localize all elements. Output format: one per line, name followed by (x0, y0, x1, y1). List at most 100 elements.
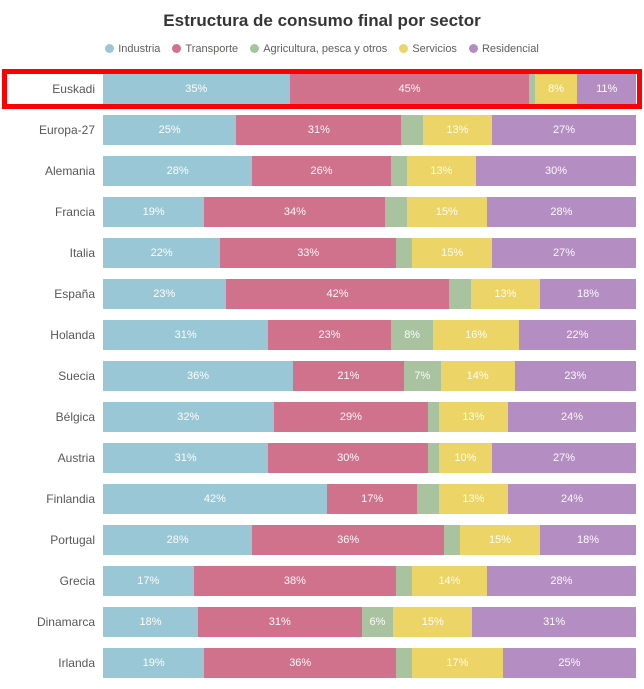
segment-value-label: 16% (465, 329, 488, 341)
segment-value-label: 36% (337, 534, 360, 546)
row-label-alemania: Alemania (44, 164, 95, 178)
chart-row-italia: Italia 22% 33% 15% 27% (0, 238, 636, 268)
segment-irlanda-residencial: 25% (502, 648, 636, 678)
segment-francia-residencial: 28% (486, 197, 636, 227)
chart-row-austria: Austria 31% 30% 10% 27% (0, 443, 636, 473)
row-label-finlandia: Finlandia (46, 492, 95, 506)
stacked-bar-europa-27: 25% 31% 13% 27% (103, 115, 636, 145)
segment-holanda-industria: 31% (103, 320, 269, 350)
segment-value-label: 24% (561, 411, 584, 423)
segment-dinamarca-servicios: 15% (393, 607, 473, 637)
segment-alemania-servicios: 13% (406, 156, 477, 186)
segment-value-label: 31% (307, 124, 330, 136)
segment-value-label: 18% (577, 534, 600, 546)
segment-austria-industria: 31% (103, 443, 269, 473)
segment-euskadi-agricultura-pesca-y-otros (529, 74, 535, 104)
segment-francia-transporte: 34% (204, 197, 386, 227)
segment-value-label: 31% (268, 616, 291, 628)
segment-value-label: 13% (494, 288, 517, 300)
legend-label-agricultura-pesca-y-otros: Agricultura, pesca y otros (263, 42, 388, 55)
segment-euskadi-industria: 35% (103, 74, 290, 104)
segment-austria-transporte: 30% (268, 443, 429, 473)
segment-value-label: 19% (142, 657, 165, 669)
segment-value-label: 27% (553, 247, 576, 259)
row-label-b-lgica: Bélgica (55, 410, 95, 424)
segment-suecia-agricultura-pesca-y-otros: 7% (403, 361, 441, 391)
segment-value-label: 35% (185, 83, 208, 95)
segment-value-label: 13% (446, 124, 469, 136)
segment-portugal-industria: 28% (103, 525, 253, 555)
legend-item-servicios: Servicios (399, 43, 457, 55)
segment-value-label: 15% (421, 616, 444, 628)
segment-espa-a-transporte: 42% (225, 279, 450, 309)
segment-portugal-residencial: 18% (540, 525, 636, 555)
segment-portugal-agricultura-pesca-y-otros (444, 525, 461, 555)
legend-dot-residencial (468, 44, 478, 53)
row-label-portugal: Portugal (50, 533, 95, 547)
segment-value-label: 27% (553, 124, 576, 136)
segment-suecia-transporte: 21% (292, 361, 404, 391)
row-label-suecia: Suecia (58, 369, 95, 383)
stacked-bar-dinamarca: 18% 31% 6% 15% 31% (103, 607, 636, 637)
chart-row-francia: Francia 19% 34% 15% 28% (0, 197, 636, 227)
segment-b-lgica-residencial: 24% (508, 402, 636, 432)
stacked-bar-austria: 31% 30% 10% 27% (103, 443, 636, 473)
segment-value-label: 17% (137, 575, 160, 587)
segment-grecia-transporte: 38% (193, 566, 397, 596)
stacked-bar-alemania: 28% 26% 13% 30% (103, 156, 636, 186)
chart-row-irlanda: Irlanda 19% 36% 17% 25% (0, 648, 636, 678)
legend-label-servicios: Servicios (412, 42, 457, 55)
segment-austria-servicios: 10% (438, 443, 493, 473)
segment-dinamarca-residencial: 31% (472, 607, 636, 637)
segment-portugal-transporte: 36% (252, 525, 445, 555)
segment-dinamarca-industria: 18% (103, 607, 198, 637)
chart-rows: Euskadi 35% 45% 8% 11% Europa-27 25% 31% 13% 27% A… (0, 69, 644, 678)
segment-value-label: 26% (310, 165, 333, 177)
segment-value-label: 28% (550, 575, 573, 587)
segment-b-lgica-agricultura-pesca-y-otros (428, 402, 439, 432)
segment-value-label: 27% (553, 452, 576, 464)
segment-grecia-residencial: 28% (486, 566, 636, 596)
segment-dinamarca-agricultura-pesca-y-otros: 6% (361, 607, 394, 637)
segment-euskadi-transporte: 45% (289, 74, 530, 104)
segment-value-label: 14% (438, 575, 461, 587)
segment-value-label: 17% (446, 657, 469, 669)
chart-legend: Industria Transporte Agricultura, pesca y … (0, 41, 644, 56)
segment-italia-agricultura-pesca-y-otros (396, 238, 413, 268)
segment-italia-transporte: 33% (220, 238, 397, 268)
chart-row-grecia: Grecia 17% 38% 14% 28% (0, 566, 636, 596)
stacked-bar-holanda: 31% 23% 8% 16% 22% (103, 320, 637, 350)
row-label-europa-27: Europa-27 (38, 123, 95, 137)
segment-value-label: 30% (337, 452, 360, 464)
segment-value-label: 45% (398, 83, 421, 95)
segment-value-label: 18% (139, 616, 162, 628)
segment-value-label: 22% (566, 329, 589, 341)
segment-value-label: 31% (174, 452, 197, 464)
segment-alemania-residencial: 30% (476, 156, 636, 186)
legend-label-industria: Industria (118, 42, 161, 55)
segment-suecia-servicios: 14% (440, 361, 515, 391)
segment-value-label: 32% (177, 411, 200, 423)
segment-europa-27-agricultura-pesca-y-otros (401, 115, 423, 145)
segment-value-label: 15% (489, 534, 512, 546)
segment-value-label: 36% (289, 657, 312, 669)
segment-italia-servicios: 15% (412, 238, 493, 268)
row-label-dinamarca: Dinamarca (36, 615, 95, 629)
segment-grecia-industria: 17% (103, 566, 194, 596)
segment-francia-industria: 19% (103, 197, 205, 227)
segment-irlanda-servicios: 17% (412, 648, 503, 678)
segment-grecia-servicios: 14% (412, 566, 487, 596)
segment-francia-agricultura-pesca-y-otros (385, 197, 407, 227)
segment-austria-agricultura-pesca-y-otros (428, 443, 439, 473)
segment-holanda-residencial: 22% (518, 320, 637, 350)
segment-value-label: 8% (404, 329, 421, 341)
segment-value-label: 28% (550, 206, 573, 218)
segment-finlandia-transporte: 17% (326, 484, 418, 514)
segment-irlanda-agricultura-pesca-y-otros (396, 648, 413, 678)
legend-item-industria: Industria (105, 43, 160, 55)
chart-row-espa-a: España 23% 42% 13% 18% (0, 279, 636, 309)
segment-value-label: 31% (174, 329, 197, 341)
row-label-euskadi: Euskadi (52, 82, 95, 96)
segment-value-label: 24% (561, 493, 584, 505)
